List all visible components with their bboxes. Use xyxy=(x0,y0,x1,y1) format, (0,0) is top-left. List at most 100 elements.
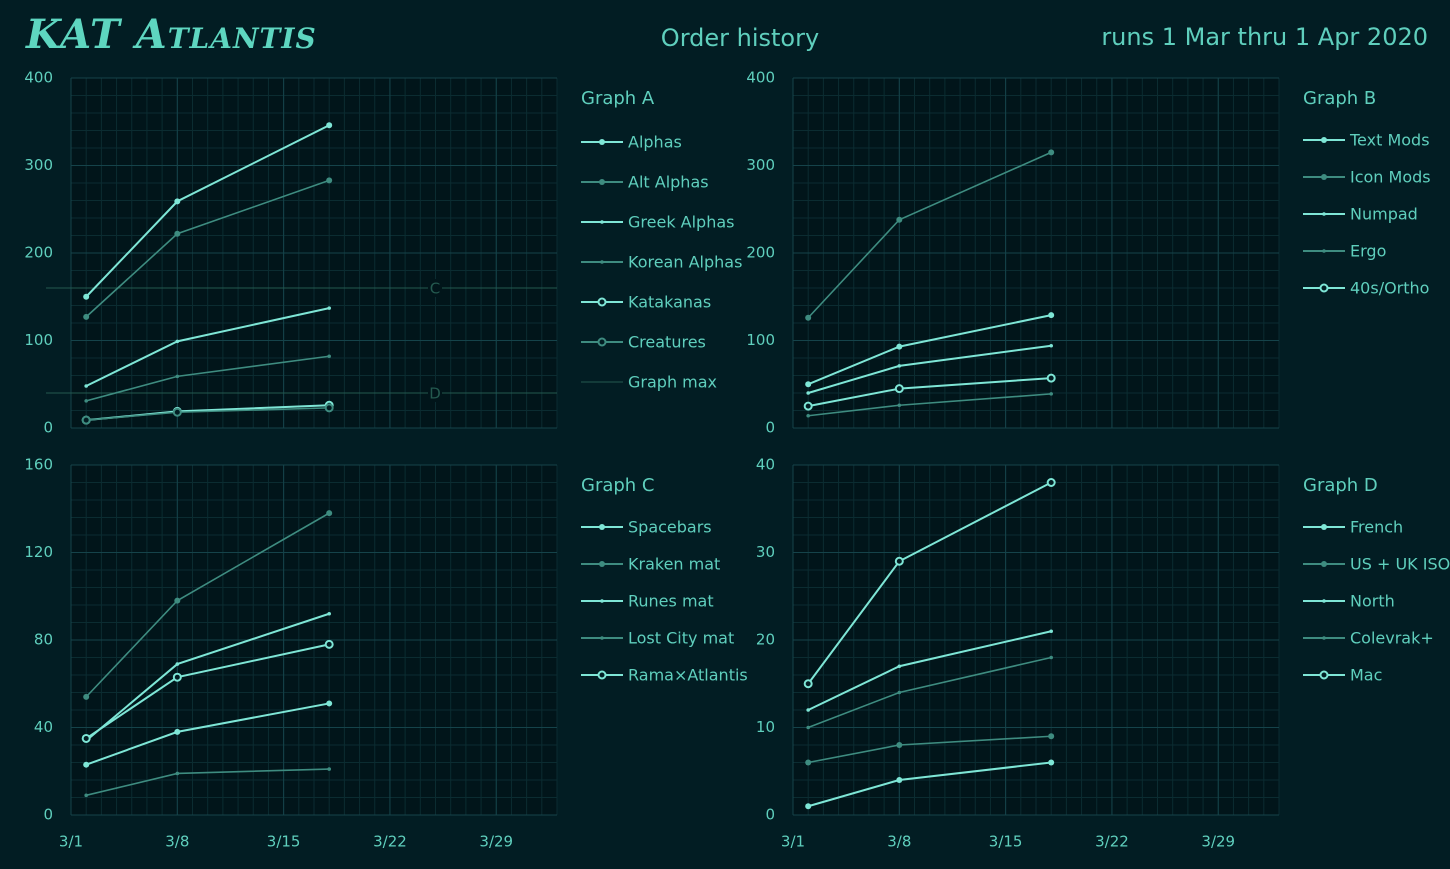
marker xyxy=(599,524,605,530)
legend-label: Lost City mat xyxy=(628,629,734,648)
legend-label: Mac xyxy=(1350,666,1382,685)
marker xyxy=(1048,312,1055,319)
x-tick-label: 3/8 xyxy=(887,833,911,851)
marker xyxy=(805,759,812,766)
marker xyxy=(806,391,810,395)
y-tick-label: 40 xyxy=(34,718,53,736)
marker xyxy=(1049,343,1053,348)
legend-label: Text Mods xyxy=(1349,131,1430,150)
marker xyxy=(896,742,903,748)
marker xyxy=(1048,733,1055,740)
y-tick-label: 200 xyxy=(24,244,53,262)
marker xyxy=(1046,373,1056,383)
logo: KAT Atlantis xyxy=(25,11,317,58)
marker xyxy=(896,216,903,223)
x-tick-label: 3/22 xyxy=(373,833,407,851)
marker xyxy=(326,700,333,707)
marker xyxy=(327,767,331,771)
y-tick-label: 80 xyxy=(34,631,53,649)
y-tick-label: 200 xyxy=(746,244,775,262)
reference-label-bg xyxy=(428,279,442,297)
marker xyxy=(1048,759,1055,766)
legend-label: Icon Mods xyxy=(1350,168,1431,187)
legend-label: Kraken mat xyxy=(628,555,720,574)
page-title: Order history xyxy=(661,24,819,52)
legend-title: Graph A xyxy=(581,88,655,109)
legend-label: Korean Alphas xyxy=(628,253,742,272)
legend-title: Graph B xyxy=(1303,88,1376,109)
marker xyxy=(83,761,90,768)
marker xyxy=(897,690,902,695)
legend-label: Runes mat xyxy=(628,592,714,611)
marker xyxy=(806,725,810,730)
legend-label: Creatures xyxy=(628,333,706,352)
y-tick-label: 300 xyxy=(24,156,53,174)
marker xyxy=(1319,283,1329,293)
y-tick-label: 20 xyxy=(756,631,775,649)
marker xyxy=(326,177,333,184)
marker xyxy=(83,313,90,320)
x-tick-label: 3/29 xyxy=(479,833,513,851)
marker xyxy=(805,314,812,321)
reference-label: C xyxy=(430,280,440,298)
y-tick-label: 160 xyxy=(24,456,53,474)
marker xyxy=(326,510,333,517)
marker xyxy=(1322,249,1326,253)
marker xyxy=(597,670,607,680)
marker xyxy=(84,384,88,388)
legend-label: Greek Alphas xyxy=(628,213,735,232)
legend-label: US + UK ISO xyxy=(1350,555,1450,574)
marker xyxy=(1322,212,1326,216)
marker xyxy=(327,354,331,359)
y-tick-label: 10 xyxy=(756,718,775,736)
marker xyxy=(897,403,902,408)
marker xyxy=(1049,655,1053,660)
marker xyxy=(1046,478,1056,487)
marker xyxy=(175,662,180,666)
marker xyxy=(896,343,903,350)
marker xyxy=(174,728,181,735)
marker xyxy=(897,364,902,368)
marker xyxy=(326,122,333,129)
marker xyxy=(175,339,180,344)
marker xyxy=(172,672,182,682)
marker xyxy=(894,384,904,394)
x-tick-label: 3/8 xyxy=(165,833,189,851)
reference-label-bg xyxy=(428,384,442,402)
marker xyxy=(600,220,604,224)
legend-label: 40s/Ortho xyxy=(1350,279,1429,298)
marker xyxy=(174,230,181,237)
x-tick-label: 3/1 xyxy=(781,833,805,851)
y-tick-label: 120 xyxy=(24,543,53,561)
marker xyxy=(324,403,334,413)
marker xyxy=(599,561,605,567)
legend-label: Rama×Atlantis xyxy=(628,666,748,685)
marker xyxy=(1321,137,1327,143)
marker xyxy=(81,733,91,743)
legend-label: Graph max xyxy=(628,373,717,392)
x-tick-label: 3/22 xyxy=(1095,833,1129,851)
marker xyxy=(1321,174,1327,180)
y-tick-label: 30 xyxy=(756,543,775,561)
marker xyxy=(1319,670,1329,680)
marker xyxy=(84,399,88,403)
legend-label: Spacebars xyxy=(628,518,712,537)
marker xyxy=(600,636,604,640)
marker xyxy=(84,793,88,798)
legend-title: Graph C xyxy=(581,475,655,496)
marker xyxy=(1049,629,1053,634)
marker xyxy=(600,599,604,603)
marker xyxy=(175,771,180,776)
marker xyxy=(83,293,90,300)
legend-label: French xyxy=(1350,518,1403,537)
marker xyxy=(1321,561,1327,567)
x-tick-label: 3/29 xyxy=(1201,833,1235,851)
x-tick-label: 3/1 xyxy=(59,833,83,851)
marker xyxy=(174,597,181,604)
legend-title: Graph D xyxy=(1303,475,1378,496)
marker xyxy=(894,556,904,566)
marker xyxy=(803,679,813,689)
marker xyxy=(324,639,334,649)
